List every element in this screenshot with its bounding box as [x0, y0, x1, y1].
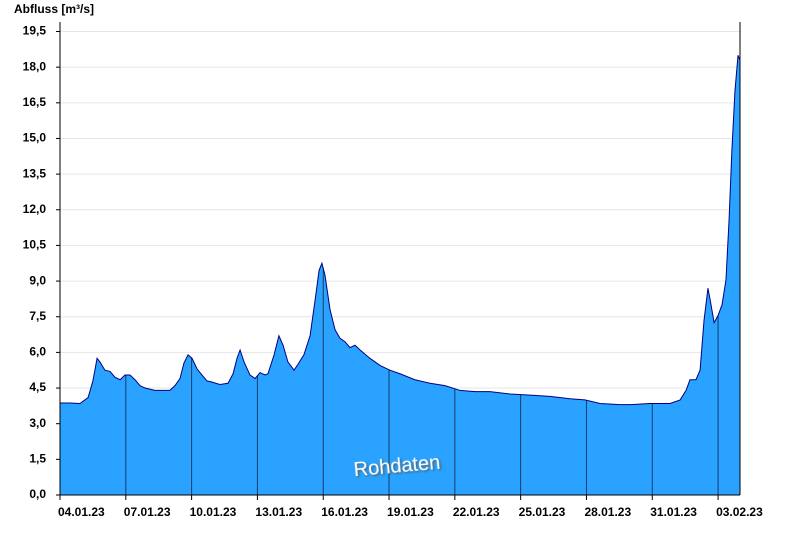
y-tick-label: 19,5 — [23, 24, 47, 38]
y-tick-label: 16,5 — [23, 95, 47, 109]
x-tick-label: 19.01.23 — [387, 505, 434, 519]
y-tick-label: 15,0 — [23, 131, 47, 145]
x-tick-label: 04.01.23 — [58, 505, 105, 519]
x-tick-label: 16.01.23 — [321, 505, 368, 519]
chart-title: Abfluss [m³/s] — [14, 2, 94, 16]
y-tick-label: 0,0 — [29, 487, 46, 501]
x-tick-label: 03.02.23 — [716, 505, 763, 519]
y-tick-label: 9,0 — [29, 273, 46, 287]
x-tick-label: 10.01.23 — [190, 505, 237, 519]
y-tick-label: 4,5 — [29, 380, 46, 394]
y-tick-label: 13,5 — [23, 166, 47, 180]
y-tick-label: 1,5 — [29, 452, 46, 466]
y-tick-label: 6,0 — [29, 345, 46, 359]
y-tick-label: 3,0 — [29, 416, 46, 430]
x-tick-label: 22.01.23 — [453, 505, 500, 519]
area — [60, 55, 740, 496]
y-tick-label: 18,0 — [23, 59, 47, 73]
x-tick-label: 25.01.23 — [519, 505, 566, 519]
x-tick-label: 13.01.23 — [255, 505, 302, 519]
line — [60, 55, 741, 406]
x-tick-label: 31.01.23 — [650, 505, 697, 519]
y-tick-label: 7,5 — [29, 309, 46, 323]
y-tick-label: 10,5 — [23, 238, 47, 252]
y-tick-label: 12,0 — [23, 202, 47, 216]
x-tick-label: 07.01.23 — [124, 505, 171, 519]
x-tick-label: 28.01.23 — [584, 505, 631, 519]
